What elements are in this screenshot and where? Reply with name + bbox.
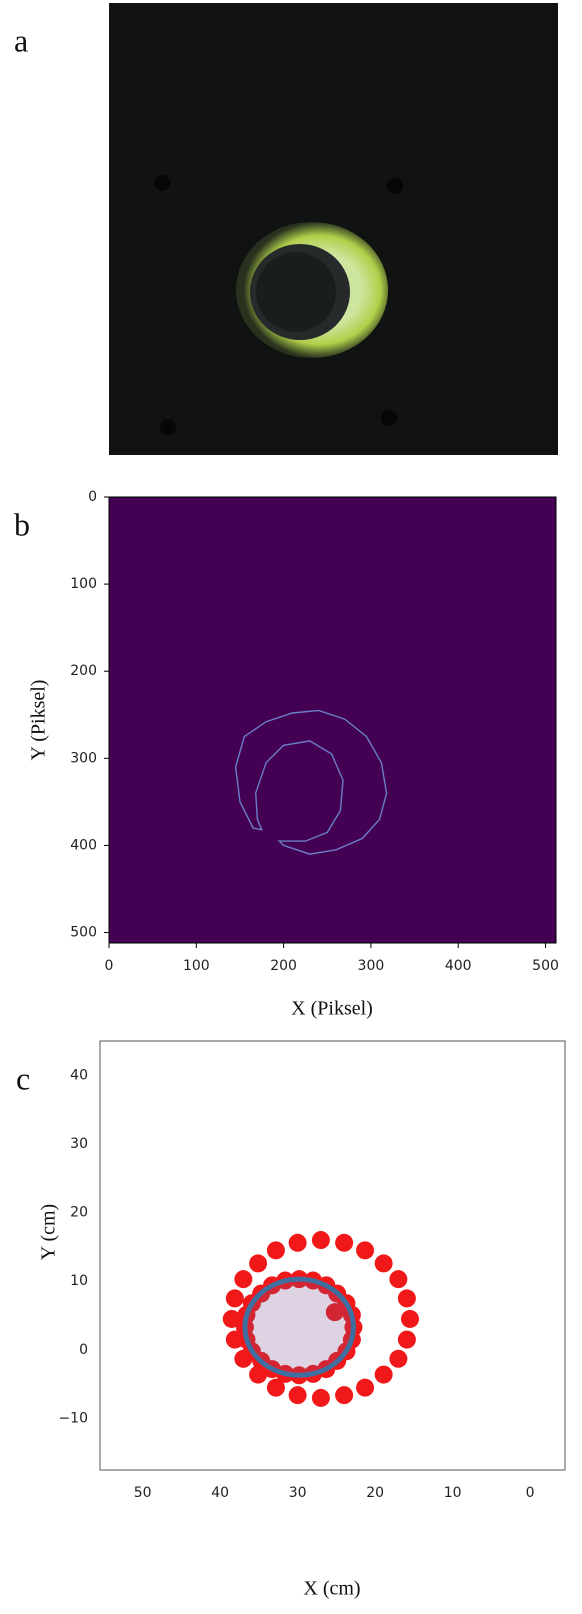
panel-label: a [14, 22, 28, 58]
y-tick-label: 200 [70, 663, 97, 679]
point [288, 1233, 307, 1252]
point [397, 1289, 416, 1308]
point [356, 1378, 375, 1397]
point [311, 1388, 330, 1407]
y-tick-label: 40 [70, 1067, 88, 1083]
y-tick-label: 0 [79, 1342, 88, 1358]
y-tick-label: 100 [70, 576, 97, 592]
point [335, 1386, 354, 1405]
point [249, 1254, 268, 1273]
x-tick-label: 20 [366, 1485, 384, 1501]
point [356, 1241, 375, 1260]
panel-label: c [16, 1060, 30, 1096]
y-axis-label: Y (cm) [38, 1204, 60, 1260]
x-tick-label: 0 [526, 1485, 535, 1501]
y-tick-label: 400 [70, 837, 97, 853]
point [389, 1349, 408, 1368]
point [311, 1231, 330, 1250]
y-tick-label: 500 [70, 925, 97, 941]
point [288, 1386, 307, 1405]
point [266, 1378, 285, 1397]
y-axis-label: Y (Piksel) [28, 680, 50, 761]
x-tick-label: 40 [211, 1485, 229, 1501]
photo [109, 3, 558, 455]
y-tick-label: 10 [70, 1273, 88, 1289]
point [234, 1270, 253, 1289]
x-tick-label: 100 [183, 958, 210, 974]
contour [234, 709, 388, 855]
point [389, 1270, 408, 1289]
y-tick-label: 0 [88, 489, 97, 505]
x-tick-label: 500 [532, 958, 559, 974]
y-tick-label: −10 [58, 1411, 88, 1427]
x-tick-label: 300 [358, 958, 385, 974]
point [222, 1309, 241, 1328]
point [374, 1365, 393, 1384]
plot-frame [99, 1040, 566, 1471]
fit-circle [242, 1276, 356, 1378]
x-tick-label: 30 [289, 1485, 307, 1501]
point [335, 1233, 354, 1252]
point [225, 1289, 244, 1308]
point [249, 1365, 268, 1384]
panel-label: b [14, 506, 30, 542]
image-background [109, 497, 556, 943]
y-tick-label: 20 [70, 1205, 88, 1221]
point [401, 1309, 419, 1328]
x-tick-label: 0 [105, 958, 114, 974]
point [374, 1254, 393, 1273]
point [397, 1330, 416, 1349]
x-tick-label: 50 [134, 1485, 152, 1501]
x-tick-label: 400 [445, 958, 472, 974]
x-tick-label: 10 [444, 1485, 462, 1501]
y-tick-label: 30 [70, 1136, 88, 1152]
y-tick-label: 300 [70, 750, 97, 766]
x-tick-label: 200 [270, 958, 297, 974]
x-axis-label: X (cm) [303, 1578, 360, 1600]
point [325, 1303, 344, 1322]
point [266, 1241, 285, 1260]
plot-frame [108, 496, 557, 944]
x-axis-label: X (Piksel) [291, 998, 373, 1020]
